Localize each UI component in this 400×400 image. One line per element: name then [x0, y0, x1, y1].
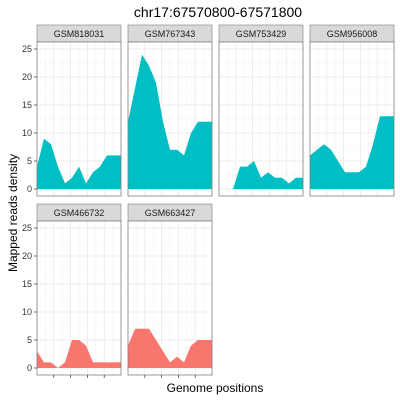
facet-panel: GSM466732 0 5 10 15 20 25 [22, 203, 122, 378]
y-tick-label: 20 [22, 72, 32, 82]
area-series [128, 54, 212, 189]
facet-panel: GSM767343 [127, 24, 213, 197]
facet-strip-label: GSM753429 [236, 29, 287, 39]
y-tick-label: 0 [27, 184, 32, 194]
facet-panel: GSM663427 [127, 203, 213, 378]
y-axis-title: Mapped reads density [6, 154, 20, 272]
y-tick-label: 20 [22, 251, 32, 261]
y-tick-label: 10 [22, 307, 32, 317]
panel-border [36, 220, 122, 376]
chart-title: chr17:67570800-67571800 [134, 4, 302, 20]
y-tick-label: 5 [27, 335, 32, 345]
panel-border [127, 41, 213, 197]
x-axis-title: Genome positions [167, 381, 264, 395]
panel-border [309, 41, 395, 197]
facet-panels: GSM818031 0 5 10 15 20 25 GSM767343 GSM753429 GSM… [22, 24, 395, 378]
panel-border [36, 41, 122, 197]
panel-border [127, 220, 213, 376]
facet-strip-label: GSM466732 [54, 208, 105, 218]
facet-strip-label: GSM767343 [145, 29, 196, 39]
y-tick-label: 25 [22, 223, 32, 233]
area-series [310, 116, 394, 189]
facet-strip-label: GSM956008 [327, 29, 378, 39]
y-tick-label: 25 [22, 44, 32, 54]
y-tick-label: 0 [27, 363, 32, 373]
y-tick-label: 15 [22, 100, 32, 110]
area-series [128, 328, 212, 368]
facet-panel: GSM753429 [218, 24, 304, 197]
y-tick-label: 10 [22, 128, 32, 138]
facet-strip-label: GSM663427 [145, 208, 196, 218]
panel-border [218, 41, 304, 197]
facet-panel: GSM956008 [309, 24, 395, 197]
facet-panel: GSM818031 0 5 10 15 20 25 [22, 24, 122, 197]
area-series [37, 138, 121, 189]
y-tick-label: 5 [27, 156, 32, 166]
area-series [37, 340, 121, 368]
facet-strip-label: GSM818031 [54, 29, 105, 39]
area-series [233, 161, 303, 189]
y-tick-label: 15 [22, 279, 32, 289]
